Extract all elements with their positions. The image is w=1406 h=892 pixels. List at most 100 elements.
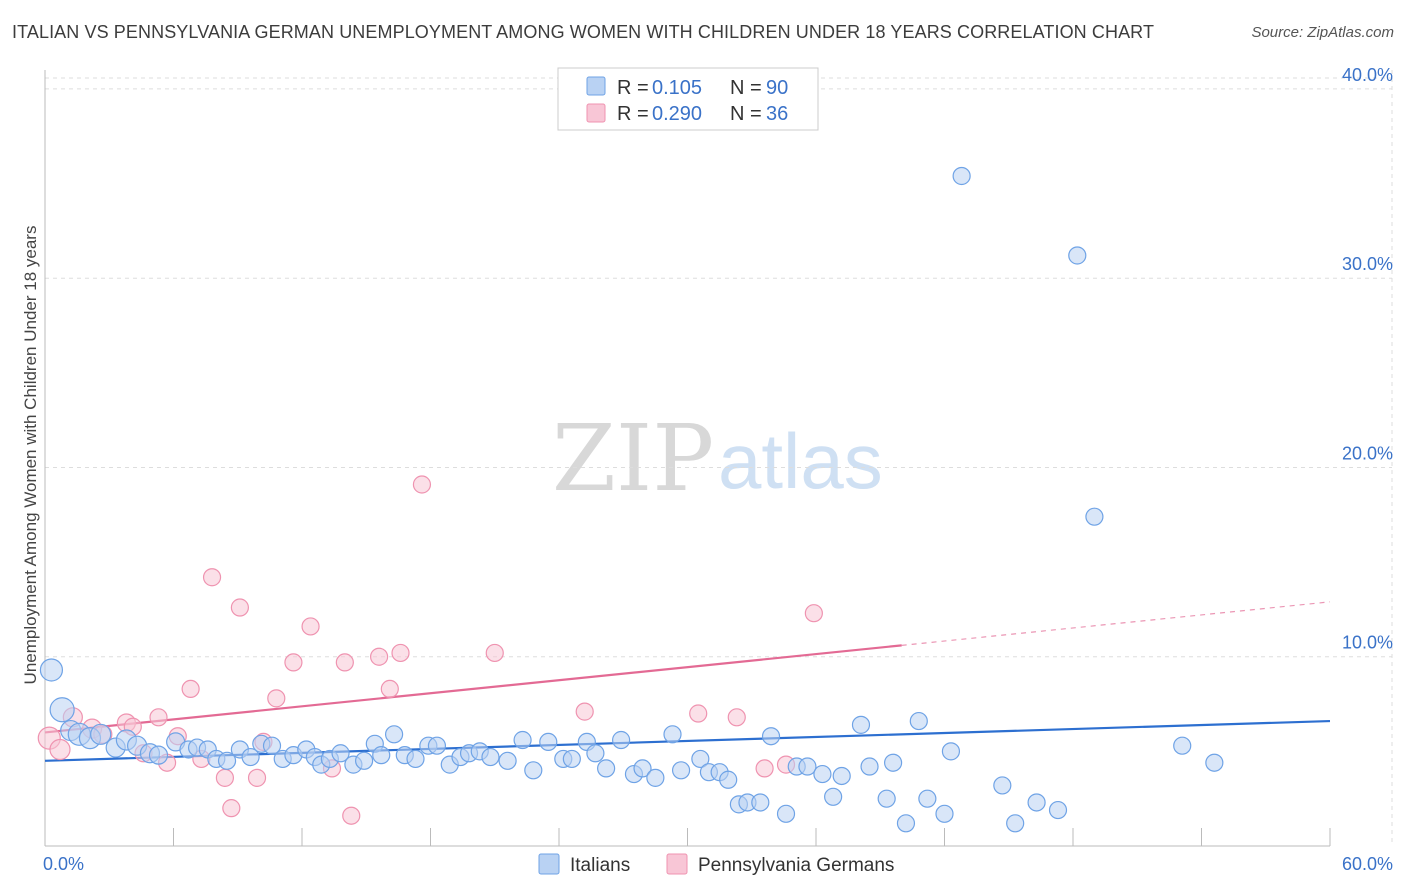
point-pennsylvania-germans-15 — [222, 799, 241, 818]
point-italians-81 — [993, 776, 1012, 795]
point-pennsylvania-germans-35 — [804, 604, 823, 623]
trend-line-pennsylvania-germans — [44, 644, 902, 734]
point-italians-57 — [691, 749, 710, 769]
point-pennsylvania-germans-20 — [284, 653, 303, 672]
watermark-atlas: atlas — [718, 417, 883, 505]
legend-n-label-2: N = — [730, 103, 762, 125]
point-italians-79 — [941, 742, 961, 761]
point-italians-70 — [832, 766, 851, 786]
gridlines — [45, 70, 1393, 846]
point-italians-53 — [633, 759, 652, 778]
point-italians-82 — [1006, 814, 1025, 833]
point-italians-20 — [262, 736, 282, 755]
point-pennsylvania-germans-21 — [301, 617, 320, 636]
bottom-legend-swatch-pennsylvania-germans — [666, 853, 688, 875]
point-italians-29 — [355, 751, 374, 770]
point-italians-73 — [877, 789, 896, 808]
point-italians-69 — [824, 787, 843, 806]
point-italians-85 — [1068, 246, 1087, 265]
point-italians-64 — [761, 727, 781, 746]
point-pennsylvania-germans-14 — [215, 768, 234, 787]
point-pennsylvania-germans-23 — [335, 653, 354, 672]
point-pennsylvania-germans-16 — [230, 598, 249, 617]
point-pennsylvania-germans-33 — [755, 759, 774, 778]
top-legend: R = 0.105 N = 90 R = 0.290 N = 36 — [557, 67, 819, 131]
point-italians-88 — [1205, 753, 1224, 772]
point-pennsylvania-germans-11 — [181, 679, 200, 699]
point-italians-72 — [860, 757, 879, 776]
point-italians-68 — [813, 764, 832, 784]
legend-swatch-italians — [586, 76, 606, 96]
point-italians-49 — [586, 744, 605, 763]
point-italians-65 — [776, 804, 796, 823]
y-tick-label-30: 30.0% — [1342, 254, 1393, 274]
point-italians-32 — [384, 725, 404, 744]
point-italians-63 — [751, 793, 770, 812]
point-pennsylvania-germans-24 — [342, 806, 361, 825]
point-italians-78 — [935, 804, 954, 823]
point-pennsylvania-germans-19 — [267, 689, 286, 708]
point-italians-18 — [241, 747, 260, 767]
point-italians-1 — [49, 697, 75, 723]
legend-n-value-1: 90 — [766, 77, 788, 99]
point-italians-42 — [498, 751, 517, 770]
point-italians-84 — [1048, 800, 1068, 820]
x-tick-label-min: 0.0% — [43, 854, 84, 874]
point-italians-76 — [909, 711, 928, 731]
legend-r-label-1: R = — [617, 77, 649, 99]
point-italians-43 — [513, 730, 532, 750]
y-tick-label-40: 40.0% — [1342, 65, 1393, 85]
legend-n-value-2: 36 — [766, 103, 788, 125]
x-tick-label-max: 60.0% — [1342, 854, 1393, 874]
point-pennsylvania-germans-29 — [485, 643, 504, 663]
point-pennsylvania-germans-30 — [575, 702, 594, 721]
point-pennsylvania-germans-31 — [689, 704, 708, 723]
trend-line-pennsylvania-germans-extension — [901, 601, 1331, 646]
tick-labels: 10.0% 20.0% 30.0% 40.0% 0.0% 60.0% — [43, 65, 1393, 874]
point-italians-67 — [798, 757, 817, 776]
point-italians-75 — [896, 814, 916, 833]
point-italians-0 — [39, 658, 64, 682]
point-italians-77 — [918, 789, 937, 808]
point-italians-34 — [406, 749, 425, 769]
point-italians-10 — [148, 745, 169, 765]
bottom-legend-swatch-italians — [538, 853, 560, 875]
legend-n-label-1: N = — [730, 77, 762, 99]
point-italians-44 — [524, 761, 543, 780]
point-italians-45 — [539, 732, 558, 752]
point-italians-87 — [1173, 736, 1192, 755]
point-pennsylvania-germans-17 — [247, 768, 267, 787]
y-tick-label-10: 10.0% — [1342, 633, 1393, 653]
point-pennsylvania-germans-8 — [149, 708, 168, 727]
bottom-legend-label-italians: Italians — [570, 855, 630, 876]
legend-r-value-1: 0.105 — [652, 77, 702, 99]
point-italians-41 — [481, 747, 500, 767]
point-italians-83 — [1027, 793, 1046, 812]
point-italians-31 — [372, 746, 391, 765]
point-italians-47 — [562, 749, 581, 769]
trend-lines — [44, 601, 1331, 762]
point-pennsylvania-germans-13 — [202, 568, 222, 587]
bottom-legend-label-pennsylvania-germans: Pennsylvania Germans — [698, 855, 894, 876]
point-italians-16 — [217, 751, 237, 770]
point-pennsylvania-germans-32 — [727, 708, 746, 727]
point-pennsylvania-germans-1 — [49, 738, 71, 761]
point-italians-27 — [331, 744, 350, 763]
point-pennsylvania-germans-27 — [391, 643, 410, 663]
axes — [44, 70, 1331, 847]
data-points — [37, 166, 1224, 833]
source-label: Source: ZipAtlas.com — [1251, 24, 1394, 41]
legend-r-value-2: 0.290 — [652, 103, 702, 125]
point-italians-36 — [427, 736, 447, 755]
point-pennsylvania-germans-26 — [380, 679, 399, 699]
point-pennsylvania-germans-25 — [370, 647, 389, 666]
point-italians-56 — [671, 761, 691, 780]
legend-swatch-pennsylvania-germans — [586, 103, 606, 123]
chart-title: ITALIAN VS PENNSYLVANIA GERMAN UNEMPLOYM… — [12, 22, 1155, 42]
point-italians-74 — [883, 753, 903, 772]
point-italians-51 — [612, 730, 631, 750]
point-italians-60 — [719, 770, 738, 789]
point-pennsylvania-germans-28 — [412, 475, 432, 494]
y-axis-label: Unemployment Among Women with Children U… — [21, 226, 40, 685]
